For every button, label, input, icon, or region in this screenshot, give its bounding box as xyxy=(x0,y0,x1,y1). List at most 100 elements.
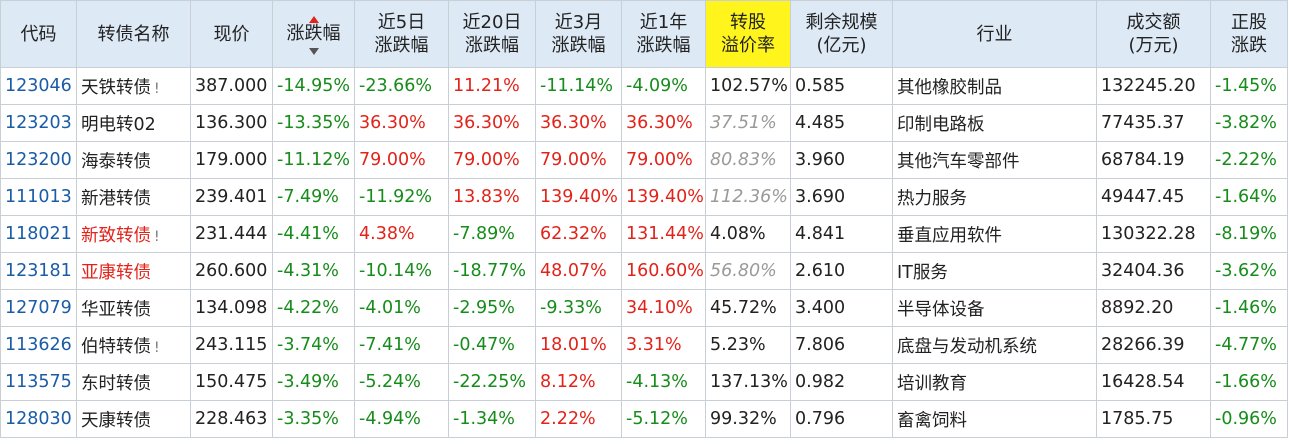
cell-chg5: -7.41% xyxy=(354,326,449,364)
cell-chg20: -18.77% xyxy=(448,252,536,290)
cell-scale: 0.585 xyxy=(790,67,893,105)
cell-code[interactable]: 123181 xyxy=(0,252,77,290)
cell-chg20: -2.95% xyxy=(448,289,536,327)
cell-chg: -4.31% xyxy=(272,252,355,290)
cell-scale: 0.796 xyxy=(790,400,893,438)
cell-code[interactable]: 118021 xyxy=(0,215,77,253)
sort-ascending-icon xyxy=(308,15,319,23)
cell-name[interactable]: 天康转债 xyxy=(76,400,191,438)
cell-chg3m: 18.01% xyxy=(535,326,622,364)
table-body: 123046 天铁转债! 387.000 -14.95% -23.66% 11.21% -1… xyxy=(0,67,1288,438)
cell-name[interactable]: 天铁转债! xyxy=(76,67,191,105)
table-row[interactable]: 113575 东时转债 150.475 -3.49% -5.24% -22.25% 8.12… xyxy=(0,363,1288,401)
column-header-industry[interactable]: 行业 xyxy=(892,0,1097,68)
cell-price: 231.444 xyxy=(190,215,273,253)
cell-industry: 底盘与发动机系统 xyxy=(892,326,1097,364)
cell-code[interactable]: 113575 xyxy=(0,363,77,401)
column-header-chg1y[interactable]: 近1年 涨跌幅 xyxy=(621,0,706,68)
table-row[interactable]: 111013 新港转债 239.401 -7.49% -11.92% 13.83% 139.… xyxy=(0,178,1288,216)
cell-name[interactable]: 华亚转债 xyxy=(76,289,191,327)
cell-chg1y: 139.40% xyxy=(621,178,706,216)
bond-name: 东时转债 xyxy=(81,373,151,394)
cell-code[interactable]: 113626 xyxy=(0,326,77,364)
cell-price: 179.000 xyxy=(190,141,273,179)
cell-prem: 102.57% xyxy=(705,67,791,105)
cell-stock_chg: -2.22% xyxy=(1210,141,1288,179)
column-header-scale[interactable]: 剩余规模 (亿元) xyxy=(790,0,893,68)
cell-stock_chg: -1.64% xyxy=(1210,178,1288,216)
cell-chg3m: -11.14% xyxy=(535,67,622,105)
table-row[interactable]: 123200 海泰转债 179.000 -11.12% 79.00% 79.00% 79.0… xyxy=(0,141,1288,179)
cell-name[interactable]: 亚康转债 xyxy=(76,252,191,290)
cell-chg5: 36.30% xyxy=(354,104,449,142)
cell-chg20: 11.21% xyxy=(448,67,536,105)
cell-name[interactable]: 明电转02 xyxy=(76,104,191,142)
table-row[interactable]: 118021 新致转债! 231.444 -4.41% 4.38% -7.89% 62.32… xyxy=(0,215,1288,253)
column-header-label-line1: 剩余规模 xyxy=(805,12,878,33)
column-header-stock_chg[interactable]: 正股 涨跌 xyxy=(1210,0,1288,68)
cell-chg20: -1.34% xyxy=(448,400,536,438)
table-row[interactable]: 123181 亚康转债 260.600 -4.31% -10.14% -18.77% 48.… xyxy=(0,252,1288,290)
cell-name[interactable]: 东时转债 xyxy=(76,363,191,401)
cell-code[interactable]: 128030 xyxy=(0,400,77,438)
cell-code[interactable]: 111013 xyxy=(0,178,77,216)
table-row[interactable]: 123203 明电转02 136.300 -13.35% 36.30% 36.30% 36.… xyxy=(0,104,1288,142)
column-header-chg[interactable]: 涨跌幅 xyxy=(272,0,355,68)
warning-icon[interactable]: ! xyxy=(154,339,160,356)
column-header-label-line2: 涨跌幅 xyxy=(551,35,606,56)
cell-price: 134.098 xyxy=(190,289,273,327)
cell-name[interactable]: 海泰转债 xyxy=(76,141,191,179)
column-header-label-line1: 近3月 xyxy=(554,12,603,33)
cell-chg1y: 3.31% xyxy=(621,326,706,364)
cell-industry: 印制电路板 xyxy=(892,104,1097,142)
table-row[interactable]: 128030 天康转债 228.463 -3.35% -4.94% -1.34% 2.22%… xyxy=(0,400,1288,438)
table-row[interactable]: 113626 伯特转债! 243.115 -3.74% -7.41% -0.47% 18.0… xyxy=(0,326,1288,364)
column-header-chg3m[interactable]: 近3月 涨跌幅 xyxy=(535,0,622,68)
cell-turnover: 68784.19 xyxy=(1096,141,1211,179)
cell-stock_chg: -1.46% xyxy=(1210,289,1288,327)
cell-chg1y: 34.10% xyxy=(621,289,706,327)
table-row[interactable]: 127079 华亚转债 134.098 -4.22% -4.01% -2.95% -9.33… xyxy=(0,289,1288,327)
cell-code[interactable]: 123203 xyxy=(0,104,77,142)
cell-industry: 垂直应用软件 xyxy=(892,215,1097,253)
cell-code[interactable]: 127079 xyxy=(0,289,77,327)
cell-price: 136.300 xyxy=(190,104,273,142)
warning-icon[interactable]: ! xyxy=(154,80,160,97)
bond-name: 新港转债 xyxy=(81,188,151,209)
cell-chg5: -4.94% xyxy=(354,400,449,438)
cell-name[interactable]: 新致转债! xyxy=(76,215,191,253)
cell-chg1y: -4.09% xyxy=(621,67,706,105)
column-header-label-line2: 涨跌幅 xyxy=(374,35,429,56)
table-row[interactable]: 123046 天铁转债! 387.000 -14.95% -23.66% 11.21% -1… xyxy=(0,67,1288,105)
cell-chg20: 13.83% xyxy=(448,178,536,216)
warning-icon[interactable]: ! xyxy=(154,228,160,245)
cell-scale: 2.610 xyxy=(790,252,893,290)
cell-chg: -3.74% xyxy=(272,326,355,364)
cell-chg3m: 2.22% xyxy=(535,400,622,438)
cell-prem: 112.36% xyxy=(705,178,791,216)
cell-chg: -4.41% xyxy=(272,215,355,253)
cell-scale: 3.960 xyxy=(790,141,893,179)
column-header-name[interactable]: 转债名称 xyxy=(76,0,191,68)
column-header-prem[interactable]: 转股 溢价率 xyxy=(705,0,791,68)
column-header-code[interactable]: 代码 xyxy=(0,0,77,68)
cell-code[interactable]: 123046 xyxy=(0,67,77,105)
cell-industry: 其他汽车零部件 xyxy=(892,141,1097,179)
cell-scale: 7.806 xyxy=(790,326,893,364)
cell-name[interactable]: 新港转债 xyxy=(76,178,191,216)
column-header-label-line2: 涨跌幅 xyxy=(636,35,691,56)
column-header-turnover[interactable]: 成交额 (万元) xyxy=(1096,0,1211,68)
cell-price: 150.475 xyxy=(190,363,273,401)
column-header-label-line2: 溢价率 xyxy=(721,35,775,56)
cell-chg5: -4.01% xyxy=(354,289,449,327)
bond-name: 天康转债 xyxy=(81,410,151,431)
column-header-price[interactable]: 现价 xyxy=(190,0,273,68)
cell-scale: 4.485 xyxy=(790,104,893,142)
cell-stock_chg: -0.96% xyxy=(1210,400,1288,438)
cell-code[interactable]: 123200 xyxy=(0,141,77,179)
cell-chg20: -7.89% xyxy=(448,215,536,253)
cell-name[interactable]: 伯特转债! xyxy=(76,326,191,364)
cell-scale: 0.982 xyxy=(790,363,893,401)
column-header-chg5[interactable]: 近5日 涨跌幅 xyxy=(354,0,449,68)
column-header-chg20[interactable]: 近20日 涨跌幅 xyxy=(448,0,536,68)
